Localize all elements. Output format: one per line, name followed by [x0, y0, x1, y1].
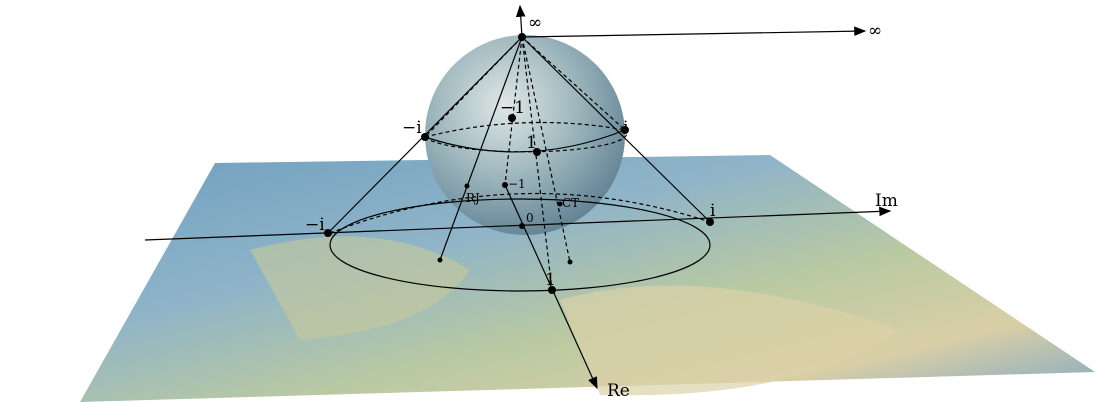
- label: ∞: [868, 21, 882, 41]
- points: [324, 33, 714, 294]
- land: [250, 236, 470, 340]
- label: 1: [526, 133, 537, 153]
- land: [560, 285, 900, 396]
- label: Re: [607, 381, 630, 401]
- label: −1: [500, 98, 525, 118]
- label: i: [710, 201, 716, 221]
- label: −i: [402, 118, 422, 138]
- label: Im: [875, 191, 898, 211]
- label: ∞: [528, 13, 542, 33]
- construction: [144, 4, 892, 390]
- label: CT: [562, 196, 579, 210]
- label: RJ: [466, 191, 480, 205]
- label: i: [623, 118, 629, 138]
- label: −1: [508, 177, 526, 191]
- label: 0: [526, 211, 534, 225]
- label: 1: [545, 270, 556, 290]
- label: −i: [305, 215, 325, 235]
